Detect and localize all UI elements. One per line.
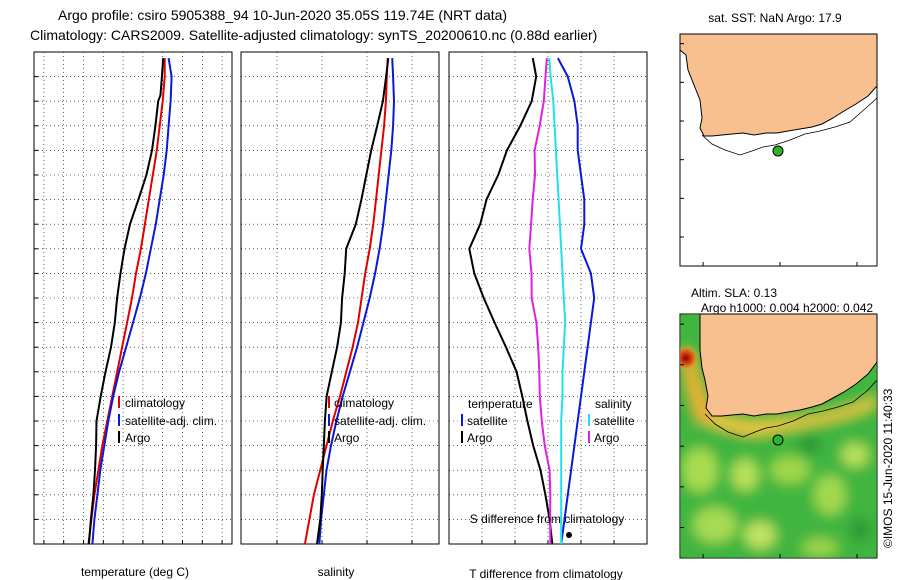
- s-tick-dot: [566, 532, 572, 538]
- legend-group-salinity: salinity: [595, 397, 632, 411]
- sst-map-x-ticks: [702, 262, 858, 266]
- series-temperature-satellite: [557, 57, 596, 545]
- sla-map-y-ticks: [680, 323, 684, 528]
- salinity-series: [303, 57, 395, 545]
- series-satellite-adj-clim-: [318, 58, 395, 545]
- salinity-legend: climatology satellite-adj. clim. Argo: [328, 396, 426, 445]
- legend-label-s-satellite: satellite: [594, 414, 635, 428]
- sst-map: sat. SST: NaN Argo: 17.9: [679, 11, 878, 267]
- difference-grid: [449, 52, 647, 544]
- imos-credit: ©IMOS 15-Jun-2020 11:40:33: [881, 388, 895, 548]
- isobath-contour-sla: [704, 379, 877, 438]
- salinity-x-ticks: [276, 540, 413, 544]
- series-argo: [316, 57, 390, 545]
- temperature-x-ticks: [43, 540, 223, 544]
- land-australia: [680, 34, 877, 137]
- salinity-panel: salinity climatology satellite-adj. clim…: [240, 51, 440, 579]
- series-salinity-argo: [528, 58, 552, 545]
- h-values-title: Argo h1000: 0.004 h2000: 0.042: [701, 301, 873, 315]
- difference-panel: T difference from climatology S differen…: [448, 51, 648, 580]
- series-satellite-adj-clim-: [91, 57, 173, 545]
- sla-map-x-ticks: [702, 554, 858, 558]
- salinity-grid: [241, 52, 439, 544]
- legend-label-t-argo: Argo: [467, 431, 493, 445]
- difference-series: [468, 57, 596, 545]
- series-salinity-satellite: [548, 58, 567, 544]
- legend-label-satellite: satellite-adj. clim.: [125, 414, 217, 428]
- series-argo: [87, 58, 165, 545]
- s-difference-label: S difference from climatology: [470, 512, 625, 526]
- title-line-2: Climatology: CARS2009. Satellite-adjuste…: [30, 27, 597, 43]
- temperature-series: [87, 57, 173, 545]
- t-difference-x-label: T difference from climatology: [469, 567, 623, 580]
- float-position-marker: [772, 145, 784, 157]
- sst-map-y-ticks: [680, 43, 684, 238]
- legend-label-argo: Argo: [125, 431, 151, 445]
- temperature-panel: temperature (deg C) climatology satellit…: [33, 51, 233, 579]
- s-difference-ticks: [481, 532, 615, 544]
- legend-label-satellite: satellite-adj. clim.: [334, 414, 426, 428]
- sla-hotspot: [680, 345, 699, 371]
- salinity-x-label: salinity: [318, 565, 355, 579]
- sla-map-title: Altim. SLA: 0.13: [691, 286, 777, 300]
- title-line-1: Argo profile: csiro 5905388_94 10-Jun-20…: [58, 7, 507, 23]
- legend-label-climatology: climatology: [334, 396, 394, 410]
- temperature-legend: climatology satellite-adj. clim. Argo: [118, 396, 217, 445]
- land-australia-sla: [699, 314, 877, 417]
- sst-map-title: sat. SST: NaN Argo: 17.9: [708, 11, 842, 25]
- legend-label-argo: Argo: [334, 431, 360, 445]
- series-climatology: [87, 58, 166, 545]
- difference-legend: temperature satellite Argo salinity sate…: [461, 397, 635, 445]
- temperature-grid: [34, 52, 232, 544]
- legend-group-temperature: temperature: [468, 397, 533, 411]
- legend-label-t-satellite: satellite: [467, 414, 508, 428]
- float-position-marker-sla: [772, 434, 784, 446]
- sla-map: Altim. SLA: 0.13 Argo h1000: 0.004 h2000…: [679, 286, 878, 559]
- legend-label-s-argo: Argo: [594, 431, 620, 445]
- series-temperature-argo: [468, 57, 554, 545]
- temperature-x-label: temperature (deg C): [81, 565, 189, 579]
- legend-label-climatology: climatology: [125, 396, 185, 410]
- isobath-contour: [701, 97, 877, 156]
